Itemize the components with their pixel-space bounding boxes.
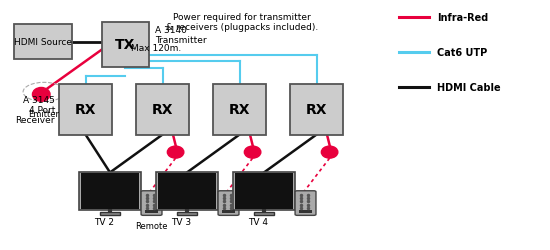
Text: Power required for transmitter
& receivers (plugpacks included).: Power required for transmitter & receive… bbox=[166, 12, 318, 32]
FancyBboxPatch shape bbox=[141, 191, 162, 216]
Ellipse shape bbox=[32, 88, 50, 102]
Ellipse shape bbox=[167, 146, 184, 158]
Text: Remote: Remote bbox=[135, 221, 168, 230]
FancyBboxPatch shape bbox=[235, 174, 293, 209]
Text: HDMI Cable: HDMI Cable bbox=[437, 82, 501, 92]
FancyBboxPatch shape bbox=[299, 210, 312, 214]
FancyBboxPatch shape bbox=[59, 85, 112, 135]
FancyBboxPatch shape bbox=[14, 25, 72, 60]
Text: RX: RX bbox=[306, 103, 327, 117]
FancyBboxPatch shape bbox=[100, 212, 120, 215]
FancyBboxPatch shape bbox=[158, 174, 216, 209]
FancyBboxPatch shape bbox=[145, 210, 158, 214]
Text: TV 4: TV 4 bbox=[249, 218, 268, 226]
Text: RX: RX bbox=[75, 103, 96, 117]
FancyBboxPatch shape bbox=[222, 210, 235, 214]
Text: A 3145
4 Port
Receiver: A 3145 4 Port Receiver bbox=[15, 95, 55, 125]
FancyBboxPatch shape bbox=[81, 174, 139, 209]
FancyBboxPatch shape bbox=[213, 85, 266, 135]
FancyBboxPatch shape bbox=[136, 85, 189, 135]
Text: TX: TX bbox=[115, 38, 135, 52]
Text: TV 3: TV 3 bbox=[172, 218, 191, 226]
FancyBboxPatch shape bbox=[218, 191, 239, 216]
Text: A 3140
Transmitter: A 3140 Transmitter bbox=[155, 26, 207, 45]
Text: Infra-Red: Infra-Red bbox=[437, 12, 488, 22]
FancyBboxPatch shape bbox=[290, 85, 343, 135]
Text: TV 2: TV 2 bbox=[95, 218, 114, 226]
Text: Emitter: Emitter bbox=[29, 110, 59, 119]
FancyBboxPatch shape bbox=[177, 212, 197, 215]
FancyBboxPatch shape bbox=[254, 212, 274, 215]
Ellipse shape bbox=[321, 146, 338, 158]
Ellipse shape bbox=[244, 146, 261, 158]
FancyBboxPatch shape bbox=[102, 22, 148, 68]
Text: Max 120m.: Max 120m. bbox=[131, 44, 181, 53]
FancyBboxPatch shape bbox=[156, 173, 218, 210]
Text: RX: RX bbox=[152, 103, 173, 117]
FancyBboxPatch shape bbox=[233, 173, 295, 210]
Text: RX: RX bbox=[229, 103, 250, 117]
Text: Cat6 UTP: Cat6 UTP bbox=[437, 48, 487, 58]
FancyBboxPatch shape bbox=[295, 191, 316, 216]
Text: HDMI Source: HDMI Source bbox=[14, 38, 72, 47]
FancyBboxPatch shape bbox=[79, 173, 141, 210]
